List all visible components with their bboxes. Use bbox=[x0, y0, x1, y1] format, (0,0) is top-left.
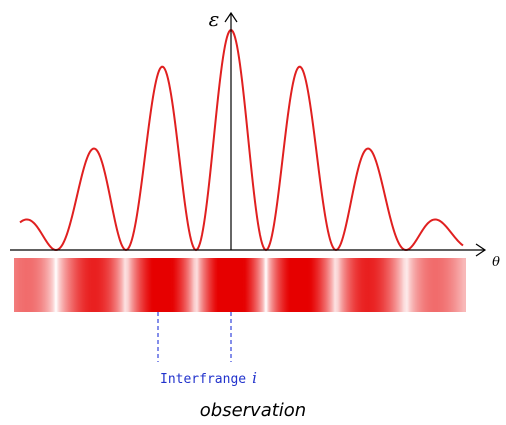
interference-diagram: ε θ Interfrange i observation bbox=[0, 0, 506, 425]
fringe-pattern bbox=[14, 258, 466, 312]
intensity-curve bbox=[20, 30, 463, 250]
annotation-symbol: i bbox=[252, 369, 257, 387]
annotation-label: Interfrange i bbox=[160, 369, 257, 387]
x-axis-label: θ bbox=[492, 255, 500, 270]
caption: observation bbox=[200, 400, 306, 421]
annotation-text: Interfrange bbox=[160, 372, 246, 387]
y-axis-label: ε bbox=[209, 7, 220, 31]
page: ε θ Interfrangei observation (() => { co… bbox=[0, 0, 506, 425]
